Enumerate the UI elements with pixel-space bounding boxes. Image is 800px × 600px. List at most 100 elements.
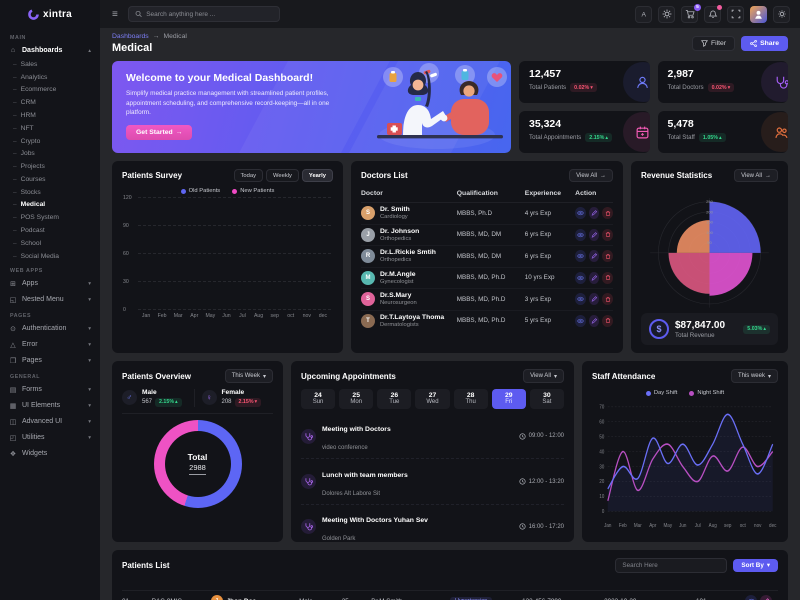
- edit-doctor-button[interactable]: [588, 293, 600, 306]
- delete-doctor-button[interactable]: [602, 207, 613, 220]
- global-search[interactable]: [127, 6, 280, 22]
- view-doctor-button[interactable]: [575, 293, 586, 306]
- sidebar-subitem[interactable]: – POS System: [13, 214, 59, 222]
- sidebar-item-advanced-ui[interactable]: ◫ Advanced UI ▾: [9, 418, 91, 426]
- clock-icon: [519, 433, 526, 440]
- filter-button[interactable]: Filter: [692, 36, 736, 51]
- edit-doctor-button[interactable]: [588, 207, 600, 220]
- nested-menu-icon: ◱: [9, 296, 17, 304]
- sort-by-button[interactable]: Sort By ▾: [733, 559, 778, 572]
- svg-text:May: May: [664, 523, 673, 530]
- delete-doctor-button[interactable]: [602, 293, 613, 306]
- sidebar-subitem[interactable]: – CRM: [13, 99, 36, 107]
- user-avatar[interactable]: [750, 5, 767, 23]
- breadcrumb-dashboards[interactable]: Dashboards: [112, 33, 149, 40]
- edit-patient-button[interactable]: [760, 595, 773, 600]
- sidebar-subitem[interactable]: – Medical: [13, 201, 46, 209]
- dashboards-submenu: – Sales – Analytics – Ecommerce – CRM – …: [0, 58, 100, 263]
- view-all-button[interactable]: View All →: [569, 169, 613, 182]
- male-stat: ♂ Male 567 2.15% ▴: [122, 389, 194, 407]
- view-doctor-button[interactable]: [575, 207, 586, 220]
- view-all-dropdown[interactable]: View All ▾: [523, 369, 564, 383]
- view-doctor-button[interactable]: [575, 314, 586, 327]
- logo[interactable]: xintra: [0, 0, 100, 28]
- dash-icon: –: [13, 214, 17, 222]
- date-pill[interactable]: 26 Tue: [377, 389, 412, 409]
- sidebar-subitem[interactable]: – School: [13, 239, 42, 247]
- patients-list-card: Patients List Sort By▾ 01 RAC-9MIC JJhon…: [112, 550, 788, 600]
- date-pill[interactable]: 24 Sun: [301, 389, 336, 409]
- share-button[interactable]: Share: [741, 36, 788, 51]
- sidebar-item-utilities[interactable]: ◰ Utilities ▾: [9, 434, 91, 442]
- sidebar-subitem[interactable]: – Ecommerce: [13, 86, 57, 94]
- fullscreen-button[interactable]: [727, 5, 744, 23]
- view-doctor-button[interactable]: [575, 228, 586, 241]
- patients-search-input[interactable]: [615, 558, 728, 573]
- sidebar-item-error[interactable]: △ Error ▾: [10, 341, 91, 349]
- sidebar-section-pages: PAGES: [10, 312, 32, 319]
- delete-doctor-button[interactable]: [602, 228, 613, 241]
- sidebar-item-authentication[interactable]: ⊙ Authentication ▾: [10, 325, 91, 333]
- sidebar-item-dashboards[interactable]: ⌂ Dashboards ▴: [10, 47, 91, 54]
- period-dropdown[interactable]: This week ▾: [730, 369, 778, 383]
- sidebar-subitem[interactable]: – Social Media: [13, 252, 59, 260]
- sidebar-subitem[interactable]: – Sales: [13, 60, 38, 68]
- date-pill[interactable]: 25 Mon: [339, 389, 374, 409]
- sidebar-subitem[interactable]: – Jobs: [13, 150, 35, 158]
- date-pill[interactable]: 27 Wed: [415, 389, 450, 409]
- tab-today[interactable]: Today: [233, 169, 263, 182]
- svg-text:30: 30: [599, 464, 604, 471]
- chevron-down-icon: ▾: [88, 296, 91, 303]
- sidebar-subitem[interactable]: – Podcast: [13, 227, 45, 235]
- theme-toggle-button[interactable]: [658, 5, 675, 23]
- edit-doctor-button[interactable]: [588, 314, 600, 327]
- svg-text:20: 20: [599, 479, 604, 486]
- doctor-avatar: M: [361, 270, 375, 285]
- edit-doctor-button[interactable]: [588, 271, 600, 284]
- get-started-button[interactable]: Get Started →: [126, 124, 193, 140]
- view-all-button[interactable]: View All →: [734, 169, 778, 182]
- cart-button[interactable]: 5: [681, 3, 701, 23]
- tab-yearly[interactable]: Yearly: [301, 169, 333, 182]
- sidebar-item-nested-menu[interactable]: ◱ Nested Menu ▾: [9, 296, 91, 304]
- doctor-patient-illustration: [377, 63, 507, 149]
- delete-doctor-button[interactable]: [602, 250, 613, 263]
- hamburger-menu-icon[interactable]: ≡: [112, 8, 118, 20]
- day-shift-dot: [645, 390, 651, 396]
- view-patient-button[interactable]: [745, 595, 758, 600]
- sidebar-subitem[interactable]: – Analytics: [13, 73, 48, 81]
- sidebar-item-pages[interactable]: ❒ Pages ▾: [9, 357, 91, 365]
- edit-doctor-button[interactable]: [588, 228, 600, 241]
- sidebar-item-forms[interactable]: ▤ Forms ▾: [9, 386, 91, 394]
- doctor-avatar: J: [361, 227, 375, 242]
- delete-doctor-button[interactable]: [602, 271, 613, 284]
- sidebar-item-ui-elements[interactable]: ▦ UI Elements ▾: [9, 402, 91, 410]
- sidebar-subitem[interactable]: – HRM: [13, 112, 36, 120]
- search-input[interactable]: [146, 10, 273, 18]
- sidebar-item-widgets[interactable]: ❖ Widgets: [9, 450, 48, 458]
- sidebar-subitem[interactable]: – NFT: [13, 124, 34, 132]
- date-pill[interactable]: 30 Sat: [529, 389, 564, 409]
- sidebar-subitem[interactable]: – Stocks: [13, 188, 41, 196]
- delete-doctor-button[interactable]: [602, 314, 613, 327]
- notifications-button[interactable]: [704, 4, 722, 23]
- edit-doctor-button[interactable]: [588, 250, 600, 263]
- language-button[interactable]: A: [635, 5, 652, 23]
- total-revenue-box: $ $87,847.00 Total Revenue 5.03% ▴: [641, 313, 778, 345]
- tab-weekly[interactable]: Weekly: [266, 169, 299, 182]
- appointment-item[interactable]: Meeting With Doctors Yuhan Sev Golden Par…: [301, 505, 564, 542]
- period-dropdown[interactable]: This Week ▾: [224, 369, 273, 383]
- sidebar-item-apps[interactable]: ⊞ Apps ▾: [10, 280, 91, 288]
- view-doctor-button[interactable]: [575, 250, 586, 263]
- view-doctor-button[interactable]: [575, 271, 586, 284]
- sidebar-subitem[interactable]: – Crypto: [13, 137, 41, 145]
- new-patients-dot: [232, 188, 238, 194]
- date-pill[interactable]: 29 Fri: [491, 389, 526, 409]
- settings-button[interactable]: [773, 5, 790, 23]
- dash-icon: –: [13, 86, 17, 94]
- sidebar-subitem[interactable]: – Projects: [13, 163, 45, 171]
- date-pill[interactable]: 28 Thu: [453, 389, 488, 409]
- appointment-item[interactable]: Lunch with team members Dolores Alt Labor…: [301, 459, 564, 505]
- sidebar-subitem[interactable]: – Courses: [13, 175, 46, 183]
- appointment-item[interactable]: Meeting with Doctors video conference 09:…: [301, 414, 564, 460]
